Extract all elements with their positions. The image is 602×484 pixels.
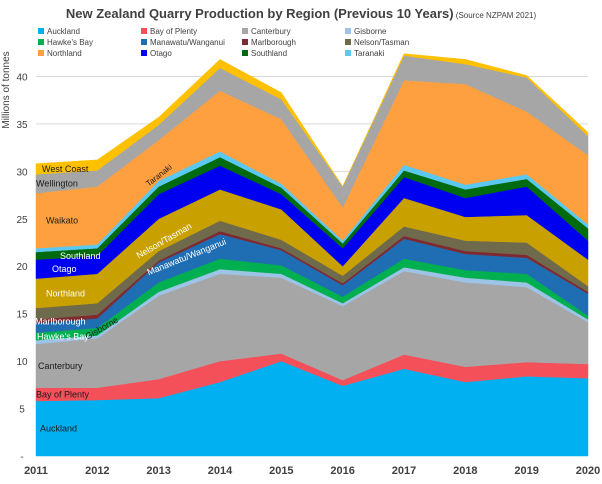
legend-label: Marlborough: [251, 38, 296, 47]
y-tick-label: 5: [19, 405, 25, 416]
y-axis: 5 10 15 20 25 30 35 40 -: [16, 72, 28, 463]
series-label: Canterbury: [38, 361, 83, 371]
y-tick-label: -: [20, 452, 23, 463]
series-label: Marlborough: [35, 316, 86, 326]
x-tick-label: 2020: [576, 465, 600, 477]
x-tick-label: 2014: [208, 465, 233, 477]
series-label: West Coast: [42, 164, 89, 174]
area-west-coast: [35, 53, 589, 188]
legend: Auckland Bay of Plenty Canterbury Gisborne H…: [38, 27, 409, 58]
legend-label: Gisborne: [354, 27, 387, 36]
legend-swatch: [242, 28, 248, 34]
legend-swatch: [141, 50, 147, 56]
series-label: Southland: [60, 251, 101, 261]
x-tick-label: 2013: [146, 465, 170, 477]
legend-label: Otago: [150, 49, 172, 58]
x-tick-label: 2018: [453, 465, 477, 477]
series-label: Auckland: [40, 423, 77, 433]
y-tick-label: 30: [16, 167, 28, 178]
legend-label: Northland: [47, 49, 82, 58]
legend-label: Auckland: [47, 27, 80, 36]
x-tick-label: 2017: [392, 465, 416, 477]
x-tick-label: 2019: [514, 465, 538, 477]
series-label: Bay of Plenty: [36, 389, 90, 399]
legend-swatch: [242, 39, 248, 45]
y-tick-label: 40: [16, 72, 28, 83]
x-tick-label: 2016: [330, 465, 354, 477]
x-tick-label: 2011: [24, 465, 48, 477]
legend-label: Manawatu/Wanganui: [150, 38, 225, 47]
legend-swatch: [345, 28, 351, 34]
legend-swatch: [345, 39, 351, 45]
series-label: Wellington: [36, 179, 78, 189]
legend-swatch: [38, 50, 44, 56]
y-tick-label: 35: [16, 120, 28, 131]
legend-swatch: [38, 39, 44, 45]
y-axis-label: Millions of tonnes: [1, 51, 12, 128]
legend-label: Canterbury: [251, 27, 291, 36]
legend-label: Hawke's Bay: [47, 38, 93, 47]
series-label: Otago: [52, 264, 77, 274]
chart-source: (Source NZPAM 2021): [454, 11, 537, 20]
x-axis: 2011 2012 2013 2014 2015 2016 2017 2018 2019 2020: [24, 465, 600, 477]
y-tick-label: 10: [16, 357, 28, 368]
legend-label: Southland: [251, 49, 287, 58]
legend-swatch: [38, 28, 44, 34]
x-tick-label: 2012: [85, 465, 109, 477]
legend-swatch: [345, 50, 351, 56]
legend-label: Bay of Plenty: [150, 27, 197, 36]
y-tick-label: 15: [16, 310, 28, 321]
y-tick-label: 25: [16, 215, 28, 226]
series-label: Northland: [46, 288, 85, 298]
legend-swatch: [141, 28, 147, 34]
series-label: Hawke's Bay: [37, 331, 89, 341]
legend-label: Nelson/Tasman: [354, 38, 409, 47]
legend-swatch: [242, 50, 248, 56]
legend-swatch: [141, 39, 147, 45]
x-tick-label: 2015: [269, 465, 293, 477]
chart-title: New Zealand Quarry Production by Region …: [66, 6, 537, 21]
y-tick-label: 20: [16, 262, 28, 273]
series-areas: [35, 53, 589, 457]
legend-label: Taranaki: [354, 49, 384, 58]
series-label: Waikato: [46, 216, 78, 226]
